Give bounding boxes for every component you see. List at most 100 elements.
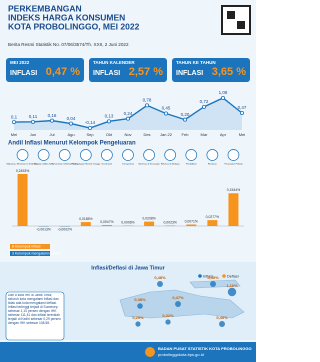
point-label: -0,14	[85, 120, 96, 125]
x-tick-label: Jan 22	[160, 132, 173, 137]
category-icon	[227, 149, 240, 161]
category-icon	[101, 149, 113, 161]
city-marker	[210, 281, 216, 287]
x-tick-label: Sep	[86, 132, 94, 137]
highlight-period: TAHUN KALENDER	[93, 60, 135, 65]
highlight-label: INFLASI	[10, 70, 37, 77]
city-value-label: 0,29%	[132, 315, 144, 320]
city-value-label: 0,47%	[172, 295, 184, 300]
bar-value-label: 0,0047%	[100, 220, 113, 224]
qr-code	[221, 5, 251, 35]
note-box	[5, 291, 65, 341]
highlight-value: 3,65 %	[212, 66, 246, 78]
legend-swatch	[222, 274, 226, 278]
bar-value-label: 0,0208%	[142, 216, 155, 220]
bar	[80, 222, 91, 226]
x-tick-label: Feb	[182, 132, 190, 137]
title-line: INDEKS HARGA KONSUMEN	[8, 12, 125, 22]
category-icon	[37, 149, 50, 161]
highlight-period: TAHUN KE TAHUN	[176, 60, 216, 65]
x-tick-label: Jul	[49, 132, 54, 137]
footer-url: probolinggokota.bps.go.id	[158, 352, 204, 357]
logo	[145, 347, 155, 357]
city-value-label: 0,49%	[216, 315, 228, 320]
category-label: Makanan, Minuman & Tembakau	[7, 164, 40, 166]
x-tick-label: Nov	[124, 132, 131, 137]
city-marker	[135, 321, 141, 327]
bar-value-label: 0,0071%	[185, 219, 198, 223]
city-marker	[219, 321, 225, 327]
city-marker	[157, 281, 163, 287]
title-line: KOTA PROBOLINGGO, MEI 2022	[8, 21, 140, 31]
line-point	[11, 120, 16, 125]
qr-block	[227, 11, 235, 19]
point-label: 1,08	[219, 90, 228, 95]
category-label: Transportasi	[122, 163, 135, 166]
category-label: Rekreasi & Budaya	[161, 163, 181, 166]
line-point	[88, 126, 93, 131]
city-value-label: 1,10%	[226, 283, 238, 288]
subtitle: Berita Resmi Statistik No. 07/06/3574/Th…	[8, 42, 129, 47]
bar-value-label: 0,0006%	[121, 220, 134, 224]
point-label: 0,1	[11, 114, 18, 119]
line-point	[50, 118, 55, 123]
x-tick-label: Agu	[67, 132, 74, 137]
category-label: Perawatan Pribadi	[225, 163, 243, 166]
city-marker	[137, 303, 143, 309]
x-tick-label: Des	[143, 132, 150, 137]
bar	[228, 193, 239, 226]
point-label: 0,24	[124, 111, 133, 116]
point-label: 0,45	[162, 106, 171, 111]
legend-swatch	[10, 244, 50, 249]
city-value-label: 0,32%	[162, 313, 174, 318]
category-label: Pakaian & Alas Kaki	[34, 163, 54, 166]
line-point	[239, 111, 244, 116]
category-label: Perlengkapan Rumah Tangga	[71, 163, 101, 166]
category-icon	[58, 149, 71, 161]
highlight-box	[89, 58, 167, 82]
legend-label: 8 Kelompok inflasi	[12, 245, 41, 249]
category-icon	[16, 149, 29, 161]
x-tick-label: Apr	[220, 132, 227, 137]
point-label: 0,16	[48, 113, 57, 118]
title-line: PERKEMBANGAN	[8, 3, 82, 13]
city-value-label: 0,38%	[134, 297, 146, 302]
bar	[101, 225, 112, 226]
highlight-label: INFLASI	[93, 70, 120, 77]
line-point	[69, 121, 74, 126]
category-label: Informasi & Keuangan	[138, 163, 160, 166]
bar-value-label: 0,0185%	[79, 217, 92, 221]
x-tick-label: Jun	[30, 132, 36, 137]
bar	[144, 221, 155, 226]
line-point	[144, 103, 149, 108]
point-label: 0,20	[181, 112, 190, 117]
bar-value-label: -0,0013%	[36, 227, 51, 231]
highlight-box	[172, 58, 250, 82]
x-tick-label: Okt	[106, 132, 113, 137]
footer-org: BADAN PUSAT STATISTIK KOTA PROBOLINGGO	[158, 346, 252, 351]
legend-swatch	[10, 251, 50, 256]
line-point	[30, 119, 35, 124]
category-label: Pendidikan	[186, 164, 198, 166]
point-label: 0,47	[238, 105, 247, 110]
map-note: Dari 8 kota IHK di Jawa Timur, seluruh k…	[8, 294, 61, 325]
line-area	[14, 98, 242, 130]
line-point	[182, 117, 187, 122]
category-icon	[185, 149, 198, 161]
highlight-box	[6, 58, 84, 82]
point-label: 0,72	[200, 99, 209, 104]
map-shape	[119, 289, 245, 319]
bar	[186, 224, 197, 226]
city-value-label: 0,49%	[207, 275, 219, 280]
bar	[207, 220, 218, 226]
point-label: 0,04	[67, 116, 76, 121]
line-point	[163, 111, 168, 116]
highlight-value: 0,47 %	[46, 66, 80, 78]
legend-label: Deflasi	[227, 274, 239, 278]
city-value-label: 0,48%	[154, 275, 166, 280]
category-label: Restoran	[208, 163, 218, 166]
category-label: Kesehatan	[102, 163, 113, 166]
line-point	[107, 119, 112, 124]
point-label: 0,13	[105, 114, 114, 119]
